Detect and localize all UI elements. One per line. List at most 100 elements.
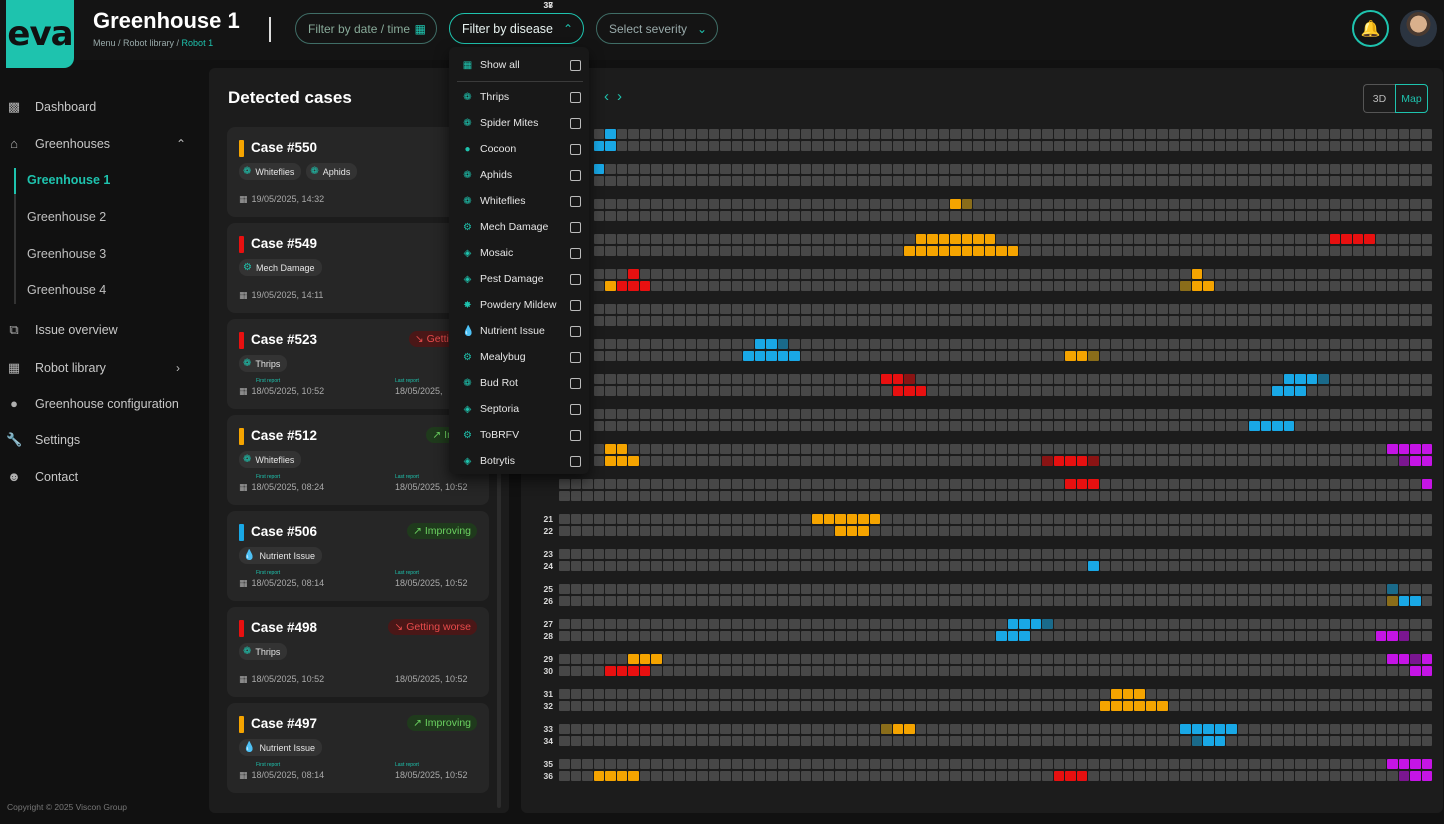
grid-cell[interactable] <box>685 526 696 536</box>
grid-cell[interactable] <box>1145 269 1156 279</box>
grid-cell[interactable] <box>1306 141 1317 151</box>
grid-cell[interactable] <box>1214 281 1225 291</box>
grid-cell[interactable] <box>869 141 880 151</box>
grid-cell[interactable] <box>1030 456 1041 466</box>
grid-cell[interactable] <box>754 514 765 524</box>
grid-cell[interactable] <box>1237 526 1248 536</box>
grid-cell[interactable] <box>1053 689 1064 699</box>
grid-cell[interactable] <box>1341 596 1352 606</box>
grid-cell[interactable] <box>927 771 938 781</box>
grid-cell[interactable] <box>720 456 731 466</box>
grid-cell[interactable] <box>812 211 823 221</box>
grid-cell[interactable] <box>593 199 604 209</box>
grid-cell[interactable] <box>1088 141 1099 151</box>
grid-cell[interactable] <box>651 514 662 524</box>
grid-cell[interactable] <box>697 269 708 279</box>
grid-cell[interactable] <box>1329 514 1340 524</box>
grid-cell[interactable] <box>639 234 650 244</box>
grid-cell[interactable] <box>1134 584 1145 594</box>
sidebar-item-settings[interactable]: 🔧 Settings <box>6 432 80 448</box>
grid-cell[interactable] <box>973 631 984 641</box>
grid-cell[interactable] <box>1352 596 1363 606</box>
grid-cell[interactable] <box>800 444 811 454</box>
grid-cell[interactable] <box>961 351 972 361</box>
grid-cell[interactable] <box>1318 141 1329 151</box>
grid-cell[interactable] <box>605 281 616 291</box>
dropdown-item-nutrient-issue[interactable]: 💧 Nutrient Issue <box>462 322 582 340</box>
grid-cell[interactable] <box>1065 631 1076 641</box>
grid-cell[interactable] <box>1145 689 1156 699</box>
grid-cell[interactable] <box>1375 561 1386 571</box>
grid-cell[interactable] <box>1260 619 1271 629</box>
grid-cell[interactable] <box>938 281 949 291</box>
grid-cell[interactable] <box>593 211 604 221</box>
grid-cell[interactable] <box>846 549 857 559</box>
grid-cell[interactable] <box>1249 479 1260 489</box>
grid-cell[interactable] <box>846 736 857 746</box>
grid-cell[interactable] <box>1019 304 1030 314</box>
grid-cell[interactable] <box>1387 701 1398 711</box>
grid-cell[interactable] <box>1387 211 1398 221</box>
grid-cell[interactable] <box>789 561 800 571</box>
notification-bell-icon[interactable]: 🔔 <box>1352 10 1389 47</box>
grid-cell[interactable] <box>1295 339 1306 349</box>
grid-cell[interactable] <box>1421 164 1432 174</box>
grid-cell[interactable] <box>674 631 685 641</box>
grid-cell[interactable] <box>766 176 777 186</box>
grid-cell[interactable] <box>789 666 800 676</box>
grid-cell[interactable] <box>1306 211 1317 221</box>
grid-cell[interactable] <box>881 759 892 769</box>
grid-cell[interactable] <box>1387 596 1398 606</box>
grid-cell[interactable] <box>1364 351 1375 361</box>
grid-cell[interactable] <box>1111 269 1122 279</box>
grid-cell[interactable] <box>1019 689 1030 699</box>
grid-cell[interactable] <box>1341 129 1352 139</box>
grid-cell[interactable] <box>858 444 869 454</box>
grid-cell[interactable] <box>662 771 673 781</box>
grid-cell[interactable] <box>800 701 811 711</box>
grid-cell[interactable] <box>1295 491 1306 501</box>
grid-cell[interactable] <box>1364 234 1375 244</box>
grid-cell[interactable] <box>662 351 673 361</box>
grid-cell[interactable] <box>950 234 961 244</box>
grid-cell[interactable] <box>1329 689 1340 699</box>
grid-cell[interactable] <box>1249 444 1260 454</box>
grid-cell[interactable] <box>1122 246 1133 256</box>
grid-cell[interactable] <box>1180 549 1191 559</box>
grid-cell[interactable] <box>1042 234 1053 244</box>
grid-cell[interactable] <box>1065 164 1076 174</box>
grid-cell[interactable] <box>938 491 949 501</box>
grid-cell[interactable] <box>996 386 1007 396</box>
grid-cell[interactable] <box>1053 654 1064 664</box>
grid-cell[interactable] <box>1168 304 1179 314</box>
grid-cell[interactable] <box>938 374 949 384</box>
grid-cell[interactable] <box>616 526 627 536</box>
grid-cell[interactable] <box>1283 631 1294 641</box>
grid-cell[interactable] <box>1295 771 1306 781</box>
grid-cell[interactable] <box>835 736 846 746</box>
grid-cell[interactable] <box>800 176 811 186</box>
grid-cell[interactable] <box>1352 269 1363 279</box>
grid-cell[interactable] <box>754 421 765 431</box>
grid-cell[interactable] <box>950 304 961 314</box>
grid-cell[interactable] <box>1341 444 1352 454</box>
grid-cell[interactable] <box>731 584 742 594</box>
grid-cell[interactable] <box>754 631 765 641</box>
grid-cell[interactable] <box>1387 421 1398 431</box>
sidebar-item-issue-overview[interactable]: ⧉ Issue overview <box>6 322 117 338</box>
grid-cell[interactable] <box>1180 689 1191 699</box>
grid-cell[interactable] <box>1007 479 1018 489</box>
grid-cell[interactable] <box>915 456 926 466</box>
grid-cell[interactable] <box>950 689 961 699</box>
grid-cell[interactable] <box>616 771 627 781</box>
grid-cell[interactable] <box>662 724 673 734</box>
grid-cell[interactable] <box>754 351 765 361</box>
grid-cell[interactable] <box>1306 561 1317 571</box>
grid-cell[interactable] <box>1272 234 1283 244</box>
grid-cell[interactable] <box>927 456 938 466</box>
grid-cell[interactable] <box>1421 654 1432 664</box>
grid-cell[interactable] <box>996 409 1007 419</box>
grid-cell[interactable] <box>881 596 892 606</box>
grid-cell[interactable] <box>1318 479 1329 489</box>
grid-cell[interactable] <box>1352 666 1363 676</box>
